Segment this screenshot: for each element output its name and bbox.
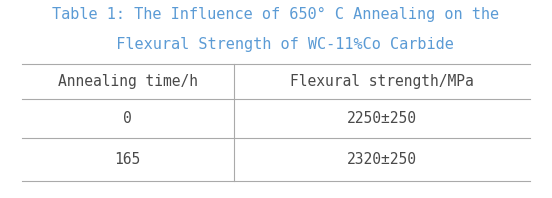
Text: Annealing time/h: Annealing time/h xyxy=(57,74,198,89)
Text: Flexural Strength of WC-11%Co Carbide: Flexural Strength of WC-11%Co Carbide xyxy=(98,36,454,51)
Text: 2250±250: 2250±250 xyxy=(347,111,417,126)
Text: 2320±250: 2320±250 xyxy=(347,152,417,167)
Text: Flexural strength/MPa: Flexural strength/MPa xyxy=(290,74,474,89)
Text: 0: 0 xyxy=(123,111,132,126)
Text: Table 1: The Influence of 650° C Annealing on the: Table 1: The Influence of 650° C Anneali… xyxy=(52,7,500,22)
Text: 165: 165 xyxy=(114,152,141,167)
